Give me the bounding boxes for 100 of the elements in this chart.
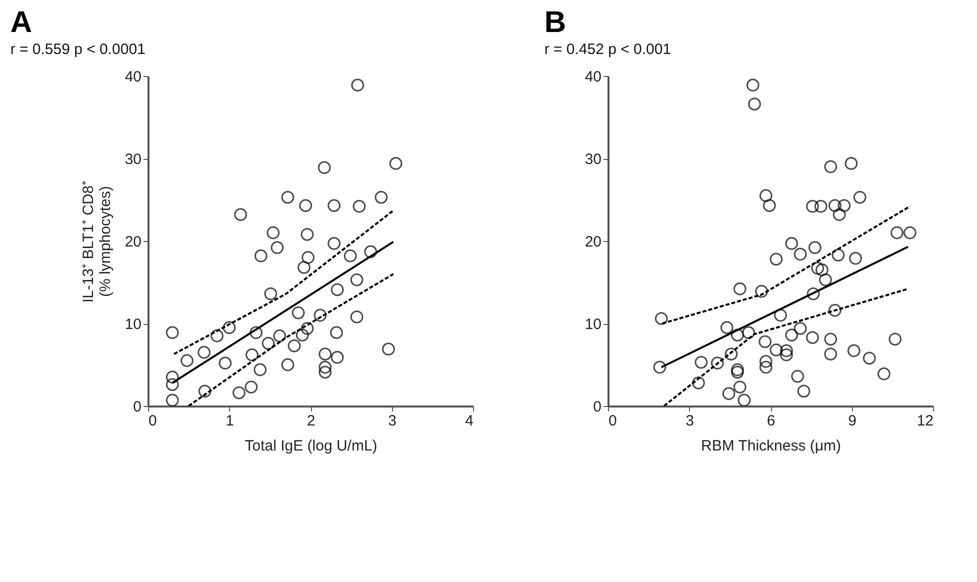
point bbox=[264, 287, 278, 300]
x-axis-title: Total IgE (log U/mL) bbox=[244, 438, 378, 454]
point bbox=[364, 245, 378, 258]
point bbox=[794, 248, 807, 261]
point bbox=[266, 226, 280, 240]
point bbox=[302, 251, 315, 264]
y-tick-label: 30 bbox=[584, 151, 602, 168]
point bbox=[722, 387, 736, 400]
point bbox=[791, 370, 804, 383]
point bbox=[774, 308, 787, 322]
point bbox=[746, 78, 760, 92]
point bbox=[281, 358, 294, 372]
point bbox=[314, 308, 327, 322]
point bbox=[300, 322, 314, 335]
point bbox=[828, 199, 842, 212]
point bbox=[389, 157, 402, 170]
point bbox=[824, 348, 838, 360]
point bbox=[862, 352, 876, 365]
y-tick-label: 10 bbox=[124, 316, 142, 333]
point bbox=[847, 344, 860, 358]
point bbox=[780, 348, 793, 362]
point bbox=[733, 380, 746, 394]
point bbox=[733, 282, 746, 296]
point bbox=[797, 384, 810, 398]
point bbox=[166, 394, 179, 406]
point bbox=[281, 190, 294, 204]
point bbox=[318, 161, 331, 174]
point bbox=[738, 394, 751, 406]
x-tick-label: 3 bbox=[686, 412, 694, 430]
point bbox=[250, 326, 263, 340]
point bbox=[246, 348, 258, 362]
point bbox=[731, 366, 744, 379]
point bbox=[198, 346, 211, 359]
x-tick-label: 4 bbox=[465, 412, 474, 430]
point bbox=[210, 329, 224, 342]
point bbox=[731, 328, 744, 342]
point bbox=[748, 98, 761, 110]
x-tick-label: 12 bbox=[916, 412, 934, 430]
point bbox=[759, 360, 772, 374]
point bbox=[298, 260, 310, 274]
point bbox=[166, 378, 179, 391]
point bbox=[904, 226, 916, 240]
point bbox=[692, 376, 705, 390]
y-tick-label: 20 bbox=[584, 234, 602, 250]
point bbox=[762, 199, 776, 212]
x-tick-label: 0 bbox=[148, 412, 157, 430]
y-tick-label: 40 bbox=[124, 68, 142, 86]
point bbox=[832, 208, 846, 222]
point bbox=[330, 350, 344, 364]
point bbox=[653, 360, 666, 374]
point bbox=[888, 332, 902, 346]
point bbox=[720, 321, 734, 334]
point bbox=[296, 328, 309, 342]
point bbox=[318, 360, 332, 374]
point bbox=[288, 339, 301, 352]
point bbox=[273, 329, 286, 342]
x-axis-title: RBM Thickness (μm) bbox=[700, 438, 842, 454]
point bbox=[878, 367, 890, 380]
point bbox=[816, 263, 828, 276]
point bbox=[350, 310, 364, 324]
y-tick-label: 30 bbox=[124, 151, 142, 168]
point bbox=[352, 200, 366, 213]
point bbox=[234, 208, 248, 222]
point bbox=[318, 366, 332, 379]
point bbox=[759, 189, 772, 202]
point bbox=[794, 322, 807, 335]
point bbox=[254, 363, 267, 376]
chart-title: A bbox=[10, 6, 32, 39]
point bbox=[824, 160, 838, 174]
x-tick-label: 9 bbox=[848, 412, 856, 430]
point bbox=[759, 355, 772, 368]
point bbox=[694, 356, 708, 369]
point bbox=[755, 284, 768, 298]
point bbox=[838, 199, 851, 212]
point bbox=[770, 343, 783, 356]
point bbox=[811, 262, 824, 275]
point bbox=[724, 348, 738, 360]
point bbox=[814, 200, 828, 213]
y-tick-label: 0 bbox=[593, 398, 602, 416]
chart-title: B bbox=[544, 6, 566, 39]
point bbox=[806, 331, 819, 344]
point bbox=[806, 287, 820, 300]
point bbox=[770, 252, 783, 266]
x-tick-label: 6 bbox=[766, 412, 776, 430]
point bbox=[328, 199, 341, 212]
chart-subtitle: r = 0.559 p < 0.0001 bbox=[10, 41, 146, 58]
point bbox=[785, 328, 798, 342]
point bbox=[780, 344, 793, 358]
point bbox=[166, 370, 179, 384]
point bbox=[374, 190, 388, 204]
y-tick-label: 0 bbox=[133, 398, 142, 416]
point bbox=[350, 273, 364, 286]
point bbox=[806, 200, 819, 213]
point bbox=[198, 384, 212, 398]
x-tick-label: 3 bbox=[388, 412, 396, 430]
point bbox=[180, 354, 194, 368]
point bbox=[270, 241, 284, 254]
y-tick-label: 10 bbox=[584, 316, 602, 333]
point bbox=[819, 273, 832, 286]
point bbox=[742, 326, 756, 340]
